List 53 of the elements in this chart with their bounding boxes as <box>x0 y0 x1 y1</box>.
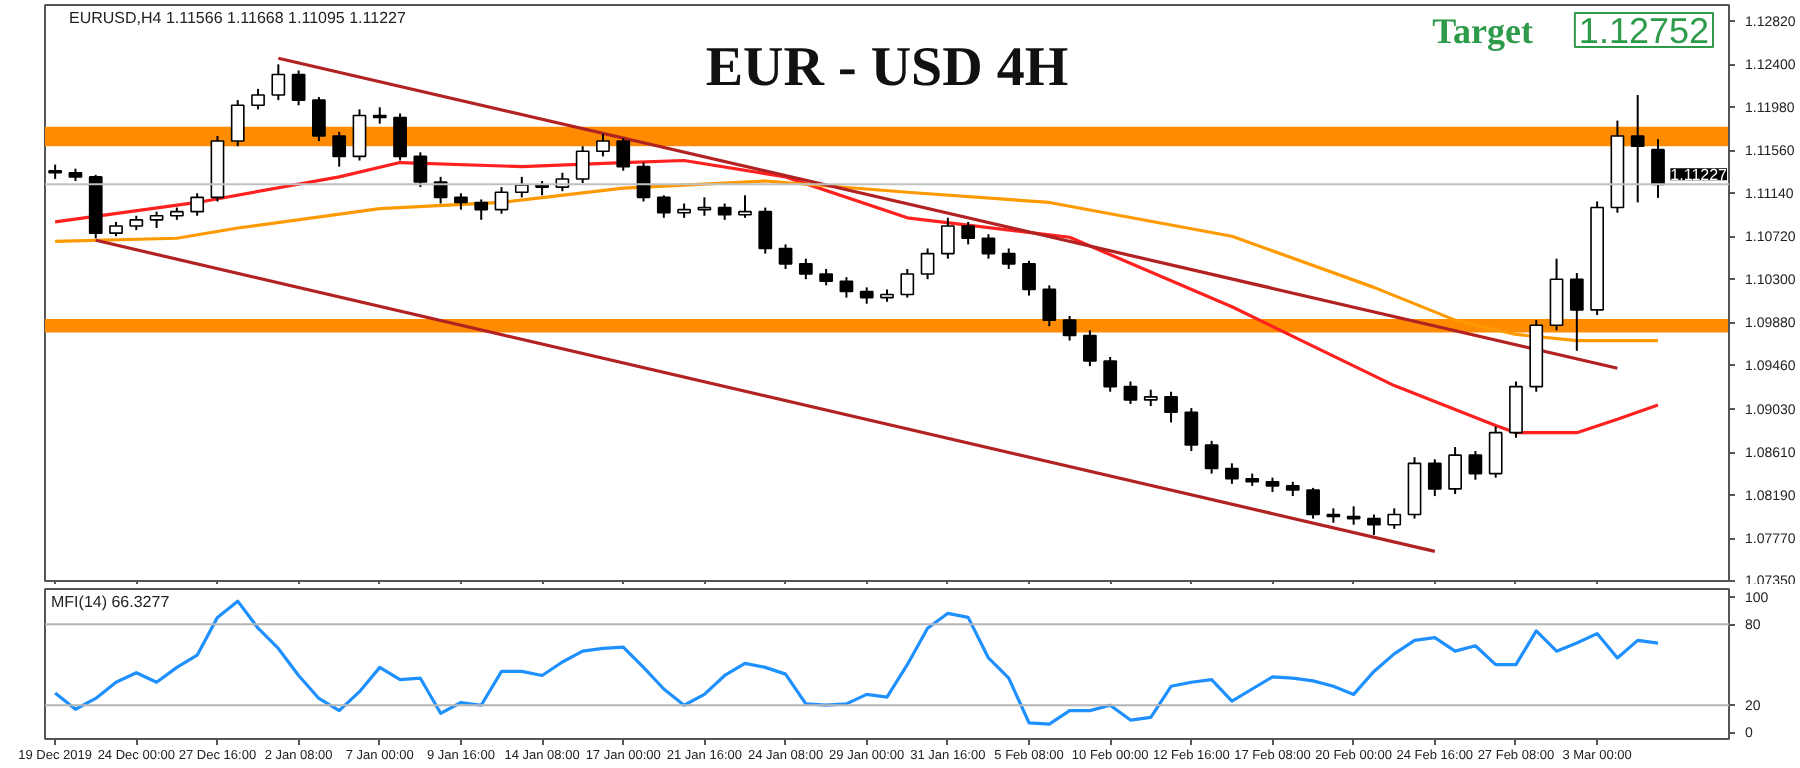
candlestick <box>1083 329 1097 368</box>
candlestick <box>1062 315 1077 342</box>
candlestick <box>940 216 955 260</box>
candlestick <box>900 267 915 299</box>
candlestick <box>514 175 529 199</box>
chart-title: MFI(14) 66.3277 <box>51 593 171 611</box>
candlestick <box>1468 450 1483 481</box>
candlestick <box>332 130 347 168</box>
candlestick <box>1387 507 1402 530</box>
candlestick <box>920 247 935 281</box>
candlestick <box>1225 462 1239 485</box>
candlestick <box>1164 390 1178 424</box>
candlestick <box>1001 247 1016 270</box>
candlestick <box>312 96 326 143</box>
candlestick <box>738 194 752 219</box>
candlestick <box>798 257 813 281</box>
candlestick <box>1549 257 1564 332</box>
candlestick <box>1651 138 1665 199</box>
candlestick <box>656 194 671 219</box>
candlestick <box>1427 458 1442 498</box>
candlestick <box>1630 94 1645 204</box>
candlestick <box>1448 445 1462 496</box>
candlestick <box>758 206 773 255</box>
candlestick <box>1103 355 1118 393</box>
candlestick <box>433 175 448 205</box>
candlestick <box>1042 284 1057 328</box>
chart-subtitle: EURUSD,H4 1.11566 1.11668 1.11095 1.11227 <box>69 9 407 27</box>
annotation: 1.12752 <box>1578 11 1710 51</box>
candlestick <box>778 243 793 270</box>
candlestick <box>1022 259 1036 297</box>
candlestick <box>839 276 854 299</box>
candlestick <box>230 99 245 148</box>
candlestick <box>596 132 610 158</box>
candlestick <box>961 220 976 246</box>
candlestick <box>352 108 367 162</box>
candlestick <box>981 233 996 260</box>
candlestick <box>291 69 306 107</box>
candlestick <box>494 186 509 215</box>
candlestick <box>1509 380 1523 439</box>
candlestick <box>1569 272 1584 352</box>
candlestick <box>575 145 590 185</box>
text: EUR - USD 4H <box>705 37 1069 99</box>
candlestick <box>251 87 265 111</box>
candlestick <box>1367 513 1381 536</box>
candlestick <box>1488 425 1503 479</box>
candlestick <box>1184 407 1199 453</box>
candlestick <box>474 198 489 221</box>
candlestick <box>271 63 286 102</box>
candlestick <box>413 151 428 189</box>
candlestick <box>1204 439 1219 475</box>
candlestick <box>1123 380 1138 406</box>
annotation: Target <box>1432 11 1534 51</box>
ref-line-label: 1.11227 <box>1670 166 1729 185</box>
